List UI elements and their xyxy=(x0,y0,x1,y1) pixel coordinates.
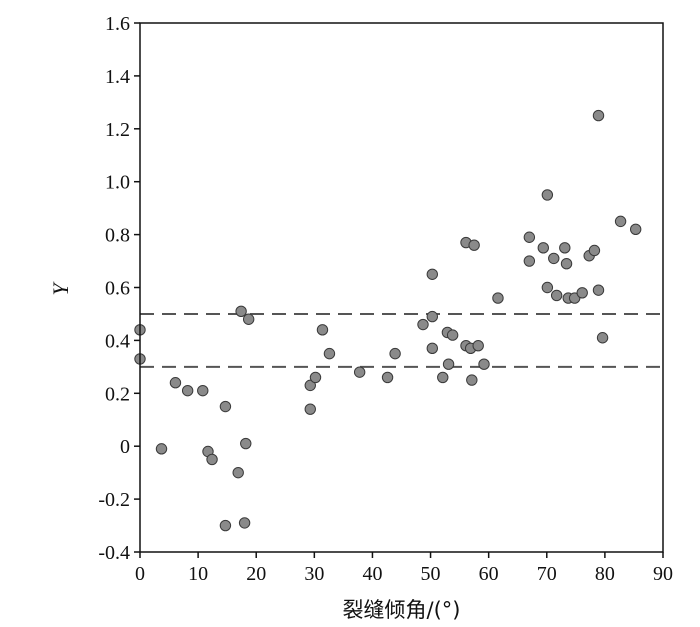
data-point xyxy=(381,371,394,384)
data-point xyxy=(309,371,322,384)
data-point xyxy=(559,242,571,254)
y-tick-label: 0.8 xyxy=(105,225,130,247)
x-tick-label: 10 xyxy=(188,563,208,585)
data-point xyxy=(232,466,244,479)
data-point xyxy=(541,281,554,294)
x-tick-label: 60 xyxy=(479,563,499,585)
data-point xyxy=(323,347,336,360)
y-tick-label: 1.4 xyxy=(105,66,130,88)
data-point xyxy=(466,374,478,386)
y-tick-label: 1.2 xyxy=(105,119,130,141)
data-point xyxy=(550,289,563,302)
y-tick-label: 0.2 xyxy=(105,383,130,405)
data-point xyxy=(446,329,459,341)
y-tick-label: 1.6 xyxy=(105,13,130,35)
x-axis-ticks: 0 10 20 30 40 50 60 70 80 90 xyxy=(135,552,673,585)
data-points xyxy=(134,109,642,532)
x-tick-label: 50 xyxy=(421,563,441,585)
y-tick-label: 1.0 xyxy=(105,172,130,194)
data-point xyxy=(468,239,480,251)
y-tick-label: -0.4 xyxy=(98,542,130,564)
data-point xyxy=(560,257,573,270)
data-point xyxy=(523,231,536,243)
data-point xyxy=(181,384,194,397)
x-tick-label: 90 xyxy=(653,563,673,585)
data-point xyxy=(629,223,642,236)
data-point xyxy=(537,242,549,254)
data-point xyxy=(541,189,554,201)
data-point xyxy=(206,453,218,466)
y-tick-label: 0 xyxy=(120,436,130,458)
data-point xyxy=(426,268,438,280)
data-point xyxy=(576,287,588,299)
data-point xyxy=(592,284,605,296)
data-point xyxy=(592,109,605,122)
data-point xyxy=(389,347,401,360)
y-axis-ticks: -0.4 -0.2 0 0.2 0.4 0.6 0.8 1.0 1.2 1.4 1.6 xyxy=(98,13,140,564)
reference-lines xyxy=(140,312,663,368)
x-tick-label: 0 xyxy=(135,563,145,585)
x-tick-label: 80 xyxy=(595,563,615,585)
x-tick-label: 40 xyxy=(362,563,382,585)
data-point xyxy=(588,244,601,257)
data-point xyxy=(426,342,438,355)
data-point xyxy=(442,358,455,370)
data-point xyxy=(492,292,504,304)
data-point xyxy=(437,371,449,384)
data-point xyxy=(169,377,182,389)
data-point xyxy=(417,318,429,331)
y-tick-label: 0.4 xyxy=(105,330,130,352)
y-tick-label: 0.6 xyxy=(105,278,130,300)
data-point xyxy=(304,379,316,392)
data-point xyxy=(219,519,232,532)
x-tick-label: 20 xyxy=(246,563,266,585)
data-point xyxy=(155,443,168,455)
data-point xyxy=(316,324,329,336)
data-point xyxy=(478,358,490,370)
y-axis-label: Y xyxy=(48,281,73,296)
data-point xyxy=(614,215,627,228)
x-axis-label: 裂缝倾角/(°) xyxy=(343,598,461,622)
data-point xyxy=(596,332,609,344)
data-point xyxy=(548,252,560,265)
data-point xyxy=(426,310,438,323)
x-tick-label: 30 xyxy=(304,563,324,585)
data-point xyxy=(523,255,536,267)
data-point xyxy=(353,366,366,378)
data-point xyxy=(197,384,209,397)
data-point xyxy=(242,313,255,325)
data-point xyxy=(304,403,316,415)
data-point xyxy=(219,400,232,413)
x-tick-label: 70 xyxy=(537,563,557,585)
data-point xyxy=(472,339,484,352)
plot-frame xyxy=(139,22,664,553)
data-point xyxy=(235,305,247,318)
y-tick-label: -0.2 xyxy=(98,489,130,511)
data-point xyxy=(238,517,251,529)
data-point xyxy=(240,437,252,450)
